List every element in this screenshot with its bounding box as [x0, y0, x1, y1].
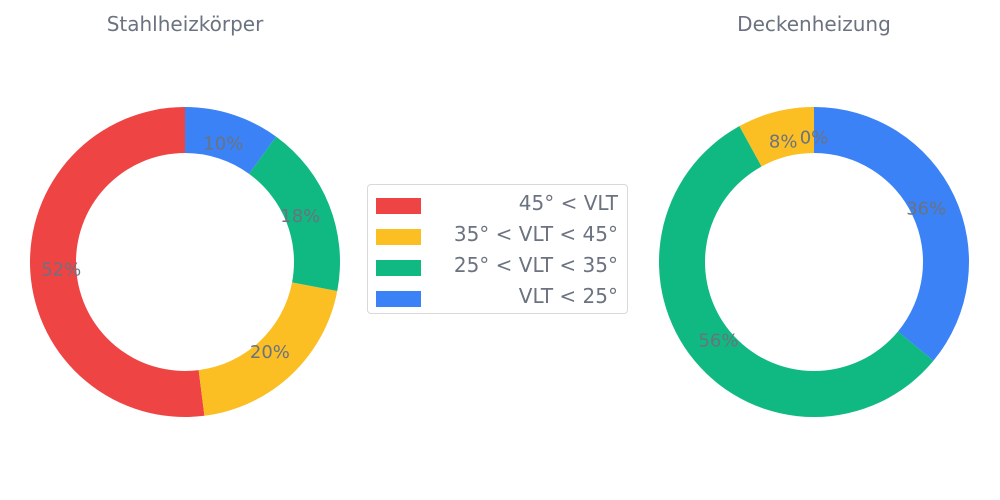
- legend-item: 25° < VLT < 35°: [368, 251, 627, 281]
- percent-label-vlt-lt-25: 10%: [203, 134, 243, 155]
- percent-label-45-lt-vlt: 52%: [41, 259, 81, 280]
- label-group: 0%8% 56% 36%: [698, 128, 946, 352]
- slice-group: [659, 107, 970, 418]
- legend-swatch: [376, 291, 421, 307]
- legend-label: VLT < 25°: [518, 284, 618, 308]
- percent-label-45-lt-vlt: 0%: [800, 128, 829, 149]
- legend-label: 25° < VLT < 35°: [453, 253, 618, 277]
- slice-25-lt-vlt-lt-35: [249, 136, 340, 292]
- percent-label-35-lt-vlt-lt-45: 20%: [250, 342, 290, 363]
- slice-vlt-lt-25: [814, 107, 970, 361]
- legend-label: 35° < VLT < 45°: [453, 222, 618, 246]
- slice-35-lt-vlt-lt-45: [739, 107, 814, 167]
- slice-group: [29, 107, 340, 418]
- slice-35-lt-vlt-lt-45: [198, 282, 338, 416]
- label-group: 52% 20% 18% 10%: [41, 134, 320, 363]
- slice-vlt-lt-25: [185, 107, 277, 174]
- slice-45-lt-vlt: [29, 107, 205, 418]
- percent-label-25-lt-vlt-lt-35: 18%: [280, 206, 320, 227]
- percent-label-35-lt-vlt-lt-45: 8%: [769, 131, 798, 152]
- percent-label-25-lt-vlt-lt-35: 56%: [698, 331, 738, 352]
- legend-swatch: [376, 260, 421, 276]
- legend-swatch: [376, 198, 421, 214]
- legend-swatch: [376, 229, 421, 245]
- percent-label-vlt-lt-25: 36%: [906, 199, 946, 220]
- slice-25-lt-vlt-lt-35: [659, 126, 934, 418]
- donut-chart-stahlheizkoerper: Stahlheizkörper 52% 20% 18% 10%: [29, 12, 340, 418]
- legend-label: 45° < VLT: [518, 191, 618, 215]
- legend-item: VLT < 25°: [368, 282, 627, 312]
- donut-chart-deckenheizung: Deckenheizung 0%8% 56% 36%: [659, 12, 970, 418]
- legend-item: 45° < VLT: [368, 189, 627, 219]
- chart-title: Stahlheizkörper: [107, 12, 264, 36]
- chart-title: Deckenheizung: [737, 12, 891, 36]
- legend-item: 35° < VLT < 45°: [368, 220, 627, 250]
- legend: 45° < VLT 35° < VLT < 45° 25° < VLT < 35…: [367, 184, 628, 314]
